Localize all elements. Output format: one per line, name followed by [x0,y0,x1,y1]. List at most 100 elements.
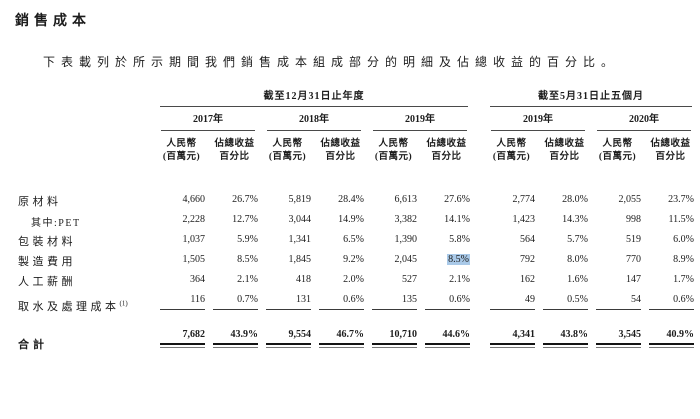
cell: 116 [155,289,208,314]
cell: 0.6% [644,289,697,314]
row-label: 合計 [18,339,48,351]
cell: 3,382 [394,214,418,225]
col-header-pct: 佔總收益 百分比 [214,139,255,162]
cell: 2,055 [618,194,642,205]
cell: 0.6% [314,289,367,314]
cell: 0.5% [538,289,591,314]
cell: 14.3% [562,214,588,225]
cell: 2,228 [182,214,206,225]
cell: 2,045 [394,254,418,265]
cell: 11.5% [668,214,694,225]
cell: 2.1% [237,274,258,285]
total-cell: 4,341 [485,314,538,352]
cell: 162 [520,274,535,285]
group-header-label: 截至12月31日止年度 [160,90,468,107]
cell: 131 [261,289,314,314]
cell: 12.7% [232,214,258,225]
cell: 4,660 [182,194,206,205]
cell: 1,423 [512,214,536,225]
group-header-label: 截至5月31日止五個月 [490,90,692,107]
cell: 26.7% [232,194,258,205]
year-header-2020-5m: 2020年 [591,107,697,131]
cell: 1.7% [673,274,694,285]
year-header-2017: 2017年 [155,107,261,131]
table-row: 人工薪酬 364 2.1% 418 2.0% 527 2.1% 162 1.6%… [15,269,697,289]
cell: 364 [190,274,205,285]
year-header-2019: 2019年 [367,107,473,131]
footnote-marker: (1) [119,299,128,308]
cell: 5,819 [288,194,312,205]
cell: 2.0% [343,274,364,285]
cell: 49 [485,289,538,314]
cell: 5.9% [237,234,258,245]
cell: 5.8% [449,234,470,245]
cell: 5.7% [567,234,588,245]
total-cell: 10,710 [367,314,420,352]
total-cell: 43.8% [538,314,591,352]
table-row: 取水及處理成本(1) 116 0.7% 131 0.6% 135 0.6% 49… [15,289,697,314]
cell: 28.4% [338,194,364,205]
double-rule [160,343,205,348]
row-label: 包裝材料 [18,236,76,248]
col-header-pct: 佔總收益 百分比 [650,139,691,162]
cell: 770 [626,254,641,265]
cell: 6.0% [673,234,694,245]
year-header-2018: 2018年 [261,107,367,131]
double-rule [266,343,311,348]
cell: 8.5% [237,254,258,265]
cell: 1,037 [182,234,206,245]
col-header-rmb: 人民幣 (百萬元) [162,139,201,162]
intro-paragraph: 下表載列於所示期間我們銷售成本組成部分的明細及佔總收益的百分比。 [43,55,620,69]
double-rule [596,343,641,348]
table-row: 其中:PET 2,228 12.7% 3,044 14.9% 3,382 14.… [15,209,697,229]
cell: 8.0% [567,254,588,265]
cost-of-sales-table: 截至12月31日止年度 截至5月31日止五個月 2017年 2018年 2019… [15,90,697,352]
group-header-row: 截至12月31日止年度 截至5月31日止五個月 [15,90,697,107]
page-title: 銷售成本 [15,14,91,29]
cell: 6,613 [394,194,418,205]
cell: 998 [626,214,641,225]
cell: 54 [591,289,644,314]
total-row: 合計 7,682 43.9% 9,554 46.7% 10,710 44.6% … [15,314,697,352]
year-header-2019-5m: 2019年 [485,107,591,131]
col-header-rmb: 人民幣 (百萬元) [374,139,413,162]
col-header-pct: 佔總收益 百分比 [426,139,467,162]
row-label: 取水及處理成本(1) [18,299,128,313]
cell: 1,390 [394,234,418,245]
group-header-five-months: 截至5月31日止五個月 [485,90,697,107]
cell: 27.6% [444,194,470,205]
table-row: 包裝材料 1,037 5.9% 1,341 6.5% 1,390 5.8% 56… [15,229,697,249]
cell: 527 [402,274,417,285]
double-rule [372,343,417,348]
double-rule [319,343,364,348]
cell: 0.6% [420,289,473,314]
cell: 1,505 [182,254,206,265]
cell: 135 [367,289,420,314]
double-rule [543,343,588,348]
cell: 792 [520,254,535,265]
double-rule [425,343,470,348]
cell: 418 [296,274,311,285]
table-row: 原材料 4,660 26.7% 5,819 28.4% 6,613 27.6% … [15,163,697,209]
year-header-row: 2017年 2018年 2019年 2019年 2020年 [15,107,697,131]
row-label: 人工薪酬 [18,276,76,288]
cell: 14.9% [338,214,364,225]
total-cell: 44.6% [420,314,473,352]
double-rule [213,343,258,348]
total-cell: 7,682 [155,314,208,352]
cell: 1,845 [288,254,312,265]
group-header-annual: 截至12月31日止年度 [155,90,473,107]
col-header-rmb: 人民幣 (百萬元) [268,139,307,162]
cell: 2.1% [449,274,470,285]
cell: 9.2% [343,254,364,265]
total-cell: 3,545 [591,314,644,352]
cell: 6.5% [343,234,364,245]
cell: 8.5% [420,249,473,269]
sub-header-row: 人民幣 (百萬元) 佔總收益 百分比 人民幣 (百萬元) 佔總收益 百分比 人民幣 (百萬… [15,131,697,163]
cell: 519 [626,234,641,245]
col-header-rmb: 人民幣 (百萬元) [492,139,531,162]
cell: 14.1% [444,214,470,225]
cell: 1.6% [567,274,588,285]
total-cell: 40.9% [644,314,697,352]
row-label: 製造費用 [18,256,76,268]
